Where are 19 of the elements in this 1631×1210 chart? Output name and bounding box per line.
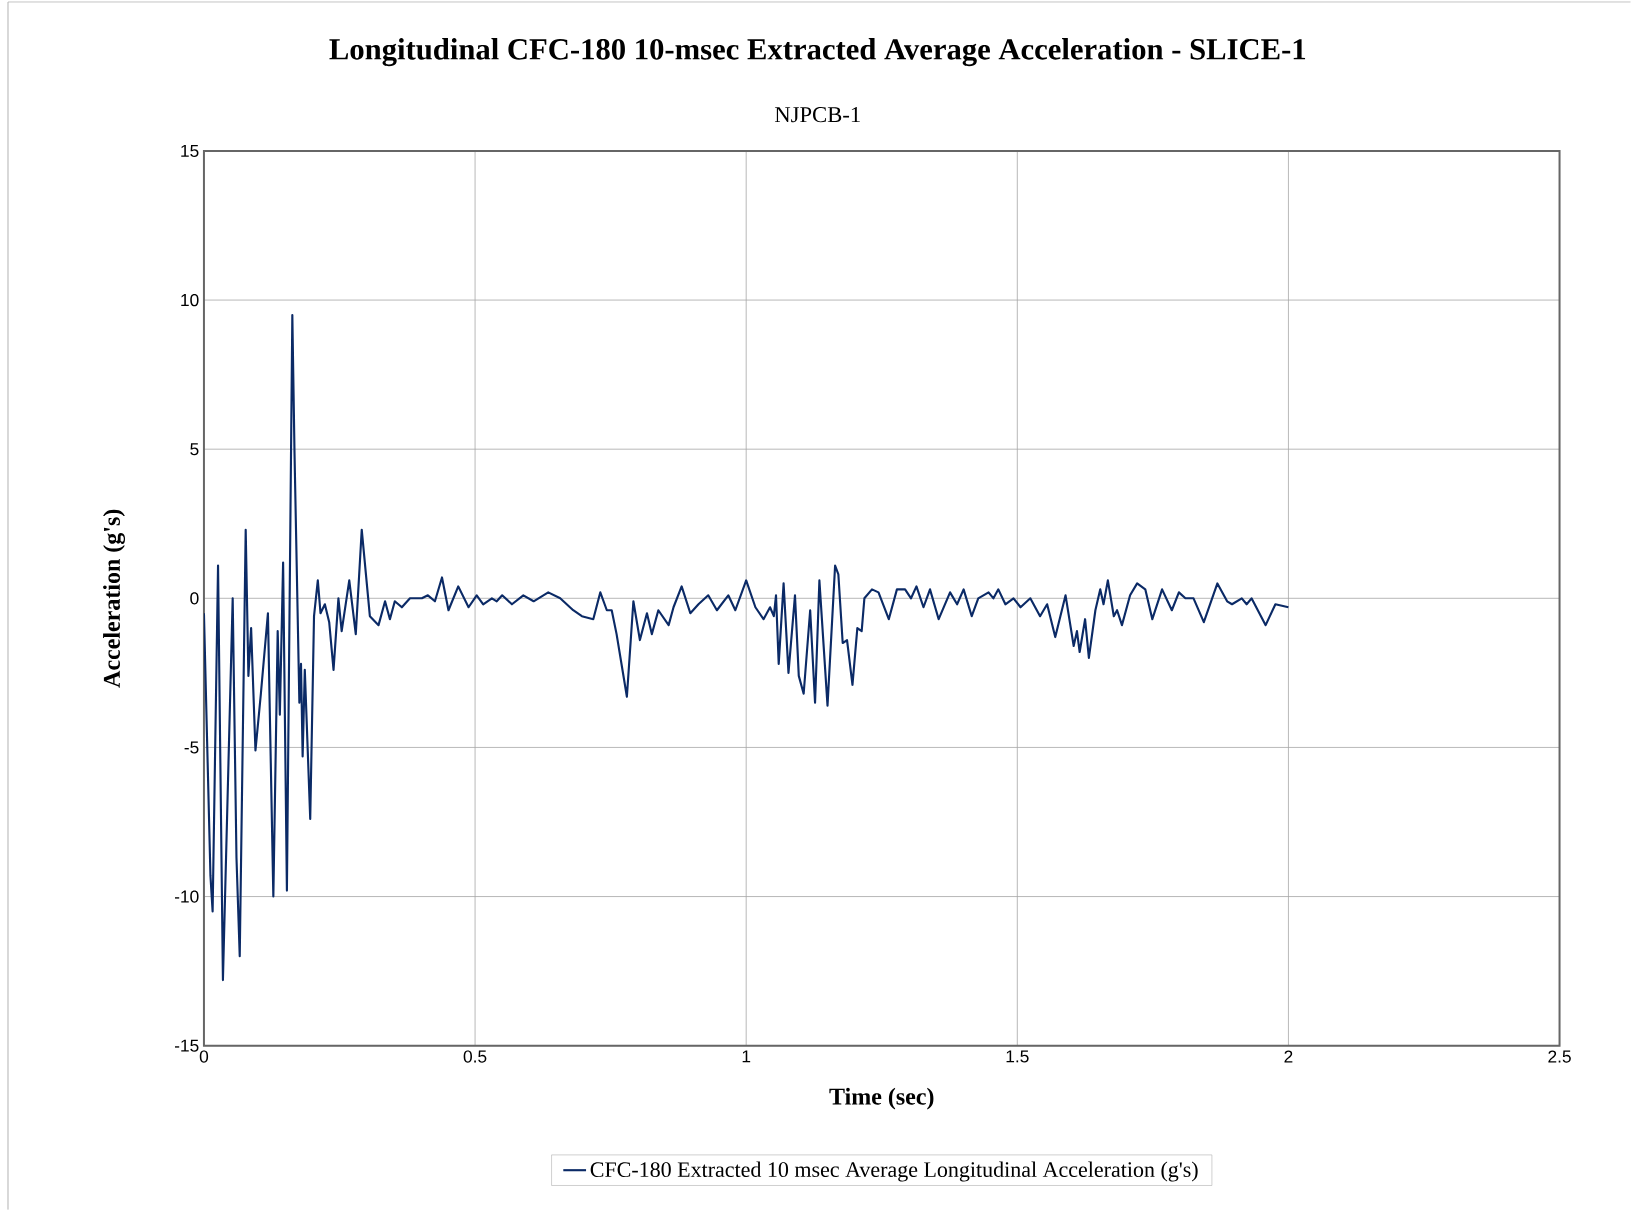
y-tick-label: 5 <box>190 443 199 456</box>
x-tick-label: 0.5 <box>463 1050 487 1063</box>
x-axis-title: Time (sec) <box>829 1087 934 1110</box>
y-axis-title: Acceleration (g's) <box>103 509 126 688</box>
line-series <box>203 313 1290 982</box>
legend-label: CFC-180 Extracted 10 msec Average Longitudinal Acceleration (g's) <box>590 1161 1198 1182</box>
y-tick-label: -10 <box>174 890 199 903</box>
chart-title: Longitudinal CFC-180 10-msec Extracted Average Acceleration - SLICE-1 <box>329 38 1306 67</box>
y-tick-label: -5 <box>184 741 199 754</box>
chart-subtitle: NJPCB-1 <box>774 106 860 123</box>
x-tick-label: 1 <box>742 1050 751 1063</box>
x-tick-label: 1.5 <box>1006 1050 1029 1063</box>
x-tick-label: 0 <box>199 1050 209 1063</box>
y-tick-label: 0 <box>190 592 199 605</box>
x-tick-label: 2.5 <box>1548 1050 1571 1063</box>
y-tick-label: 15 <box>181 144 199 157</box>
y-tick-label: -15 <box>174 1039 199 1052</box>
x-tick-label: 2 <box>1284 1050 1293 1063</box>
y-tick-label: 10 <box>181 293 199 307</box>
